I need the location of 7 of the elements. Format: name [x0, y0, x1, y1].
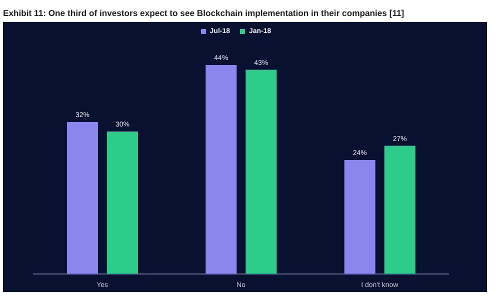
chart-title: Exhibit 11: One third of investors expect to see Blockchain implementation in their companies [11]: [3, 8, 406, 20]
bar: [384, 146, 416, 274]
bar: [107, 132, 138, 274]
bar: [67, 122, 98, 274]
bar: [344, 160, 376, 274]
bar: [206, 65, 237, 274]
bar: [246, 70, 277, 274]
